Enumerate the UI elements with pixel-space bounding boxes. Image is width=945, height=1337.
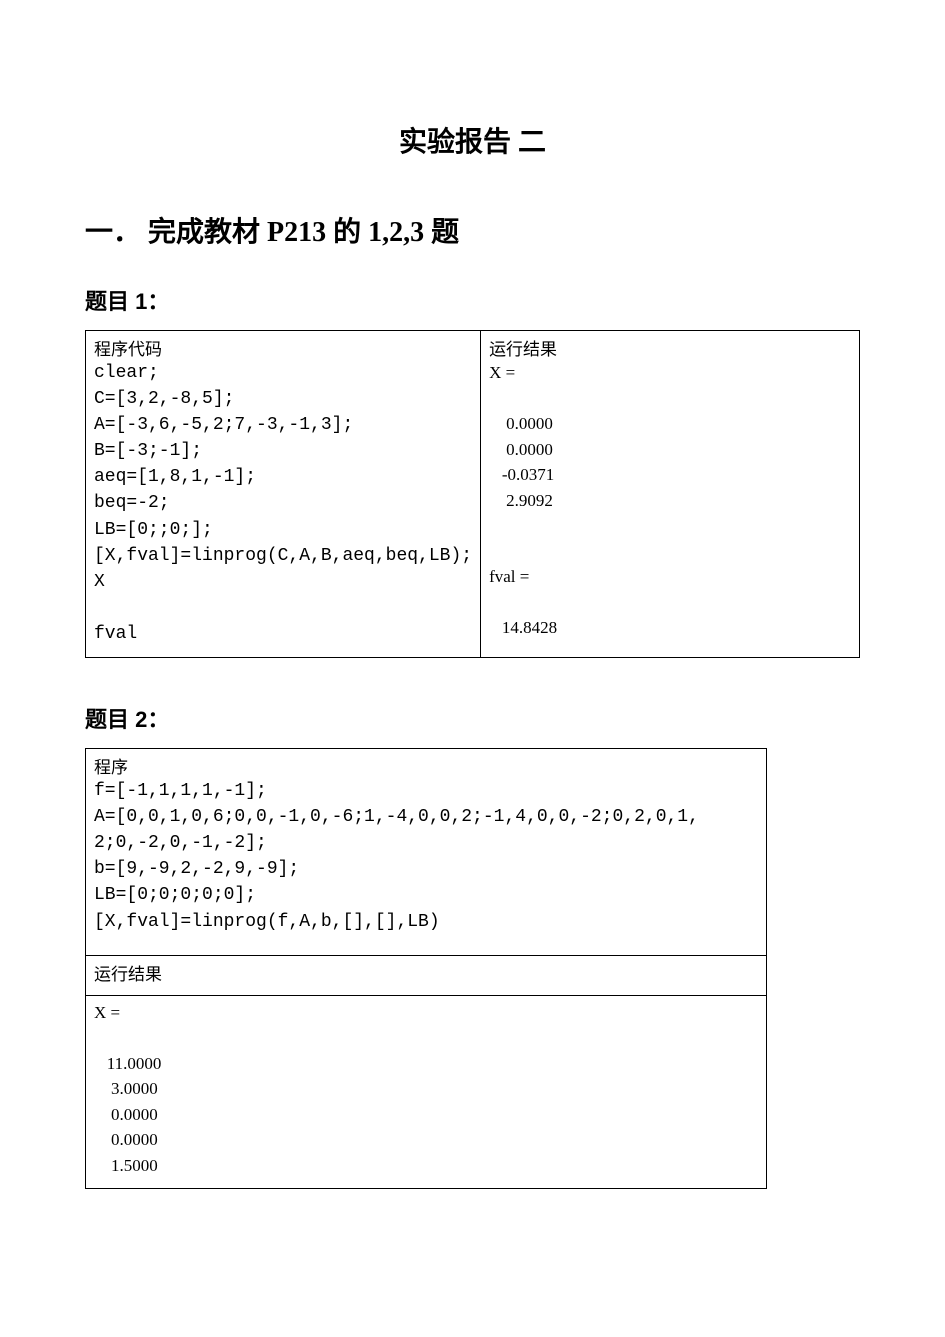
question-1-heading: 题目 1： <box>85 284 860 316</box>
q1-result-cell: 运行结果 X = 0.0000 0.0000 -0.0371 2.9092 fv… <box>481 331 860 658</box>
q1-code-cell: 程序代码 clear; C=[3,2,-8,5]; A=[-3,6,-5,2;7… <box>86 331 481 658</box>
result-header-label: 运行结果 <box>489 340 557 359</box>
section-heading: 一． 完成教材 P213 的 1,2,3 题 <box>85 210 860 250</box>
q1-result-block: X = 0.0000 0.0000 -0.0371 2.9092 fval = … <box>489 360 851 641</box>
q1-code-block: clear; C=[3,2,-8,5]; A=[-3,6,-5,2;7,-3,-… <box>94 360 472 647</box>
q2-code-block: f=[-1,1,1,1,-1]; A=[0,0,1,0,6;0,0,-1,0,-… <box>94 778 758 935</box>
code-header-label: 程序 <box>94 758 128 777</box>
question-2-heading: 题目 2： <box>85 702 860 734</box>
table-row: 程序 f=[-1,1,1,1,-1]; A=[0,0,1,0,6;0,0,-1,… <box>86 749 767 956</box>
document-title: 实验报告 二 <box>85 120 860 160</box>
q2-result-block: X = 11.0000 3.0000 0.0000 0.0000 1.5000 <box>94 1000 758 1179</box>
table-row: 程序代码 clear; C=[3,2,-8,5]; A=[-3,6,-5,2;7… <box>86 331 860 658</box>
question-1-table: 程序代码 clear; C=[3,2,-8,5]; A=[-3,6,-5,2;7… <box>85 330 860 658</box>
table-row: X = 11.0000 3.0000 0.0000 0.0000 1.5000 <box>86 995 767 1189</box>
code-header-label: 程序代码 <box>94 340 162 359</box>
result-header-label: 运行结果 <box>94 965 162 984</box>
q2-code-cell: 程序 f=[-1,1,1,1,-1]; A=[0,0,1,0,6;0,0,-1,… <box>86 749 767 956</box>
q2-result-cell: X = 11.0000 3.0000 0.0000 0.0000 1.5000 <box>86 995 767 1189</box>
document-page: 实验报告 二 一． 完成教材 P213 的 1,2,3 题 题目 1： 程序代码… <box>0 0 945 1337</box>
question-2-code-table: 程序 f=[-1,1,1,1,-1]; A=[0,0,1,0,6;0,0,-1,… <box>85 748 767 1189</box>
spacer <box>94 935 758 945</box>
q2-result-header-cell: 运行结果 <box>86 955 767 995</box>
spacer <box>85 658 860 682</box>
table-row: 运行结果 <box>86 955 767 995</box>
